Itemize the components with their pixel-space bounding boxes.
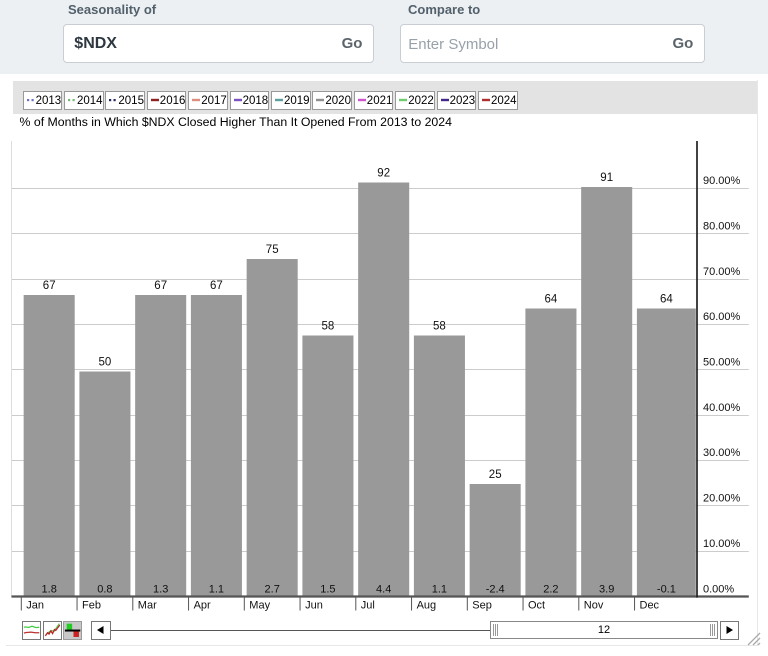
svg-text:1.8: 1.8 xyxy=(42,583,57,595)
svg-text:1.1: 1.1 xyxy=(209,583,224,595)
svg-text:4.4: 4.4 xyxy=(376,583,391,595)
svg-text:0.8: 0.8 xyxy=(97,583,112,595)
svg-text:Oct: Oct xyxy=(528,600,545,612)
svg-text:58: 58 xyxy=(322,321,335,333)
svg-text:1.3: 1.3 xyxy=(153,583,168,595)
svg-text:Mar: Mar xyxy=(138,600,157,612)
svg-text:60.00%: 60.00% xyxy=(703,311,741,323)
svg-text:2.2: 2.2 xyxy=(543,583,558,595)
svg-text:67: 67 xyxy=(210,280,223,292)
svg-text:40.00%: 40.00% xyxy=(703,402,741,414)
svg-text:Apr: Apr xyxy=(194,600,211,612)
svg-text:2.7: 2.7 xyxy=(265,583,280,595)
svg-text:64: 64 xyxy=(545,294,558,306)
svg-text:Jan: Jan xyxy=(26,600,44,612)
svg-text:Dec: Dec xyxy=(640,600,660,612)
svg-text:75: 75 xyxy=(266,244,279,256)
svg-text:Jul: Jul xyxy=(361,600,375,612)
svg-text:30.00%: 30.00% xyxy=(703,447,741,459)
svg-text:10.00%: 10.00% xyxy=(703,538,741,550)
svg-text:-0.1: -0.1 xyxy=(657,583,676,595)
svg-text:1.5: 1.5 xyxy=(320,583,335,595)
svg-text:Jun: Jun xyxy=(305,600,323,612)
svg-text:70.00%: 70.00% xyxy=(703,266,741,278)
svg-text:0.00%: 0.00% xyxy=(703,583,734,595)
svg-text:64: 64 xyxy=(660,294,673,306)
svg-text:67: 67 xyxy=(43,280,56,292)
svg-text:50.00%: 50.00% xyxy=(703,357,741,369)
svg-text:90.00%: 90.00% xyxy=(703,175,741,187)
svg-text:May: May xyxy=(249,600,270,612)
svg-text:Feb: Feb xyxy=(82,600,101,612)
svg-text:20.00%: 20.00% xyxy=(703,493,741,505)
svg-text:3.9: 3.9 xyxy=(599,583,614,595)
svg-text:80.00%: 80.00% xyxy=(703,221,741,233)
svg-text:Aug: Aug xyxy=(417,600,437,612)
svg-text:50: 50 xyxy=(99,357,112,369)
svg-text:Nov: Nov xyxy=(584,600,604,612)
svg-text:25: 25 xyxy=(489,469,502,481)
svg-text:Sep: Sep xyxy=(472,600,492,612)
svg-text:92: 92 xyxy=(377,168,390,180)
svg-text:67: 67 xyxy=(154,280,167,292)
svg-text:-2.4: -2.4 xyxy=(486,583,505,595)
svg-text:1.1: 1.1 xyxy=(432,583,447,595)
svg-text:91: 91 xyxy=(600,172,613,184)
svg-text:58: 58 xyxy=(433,321,446,333)
